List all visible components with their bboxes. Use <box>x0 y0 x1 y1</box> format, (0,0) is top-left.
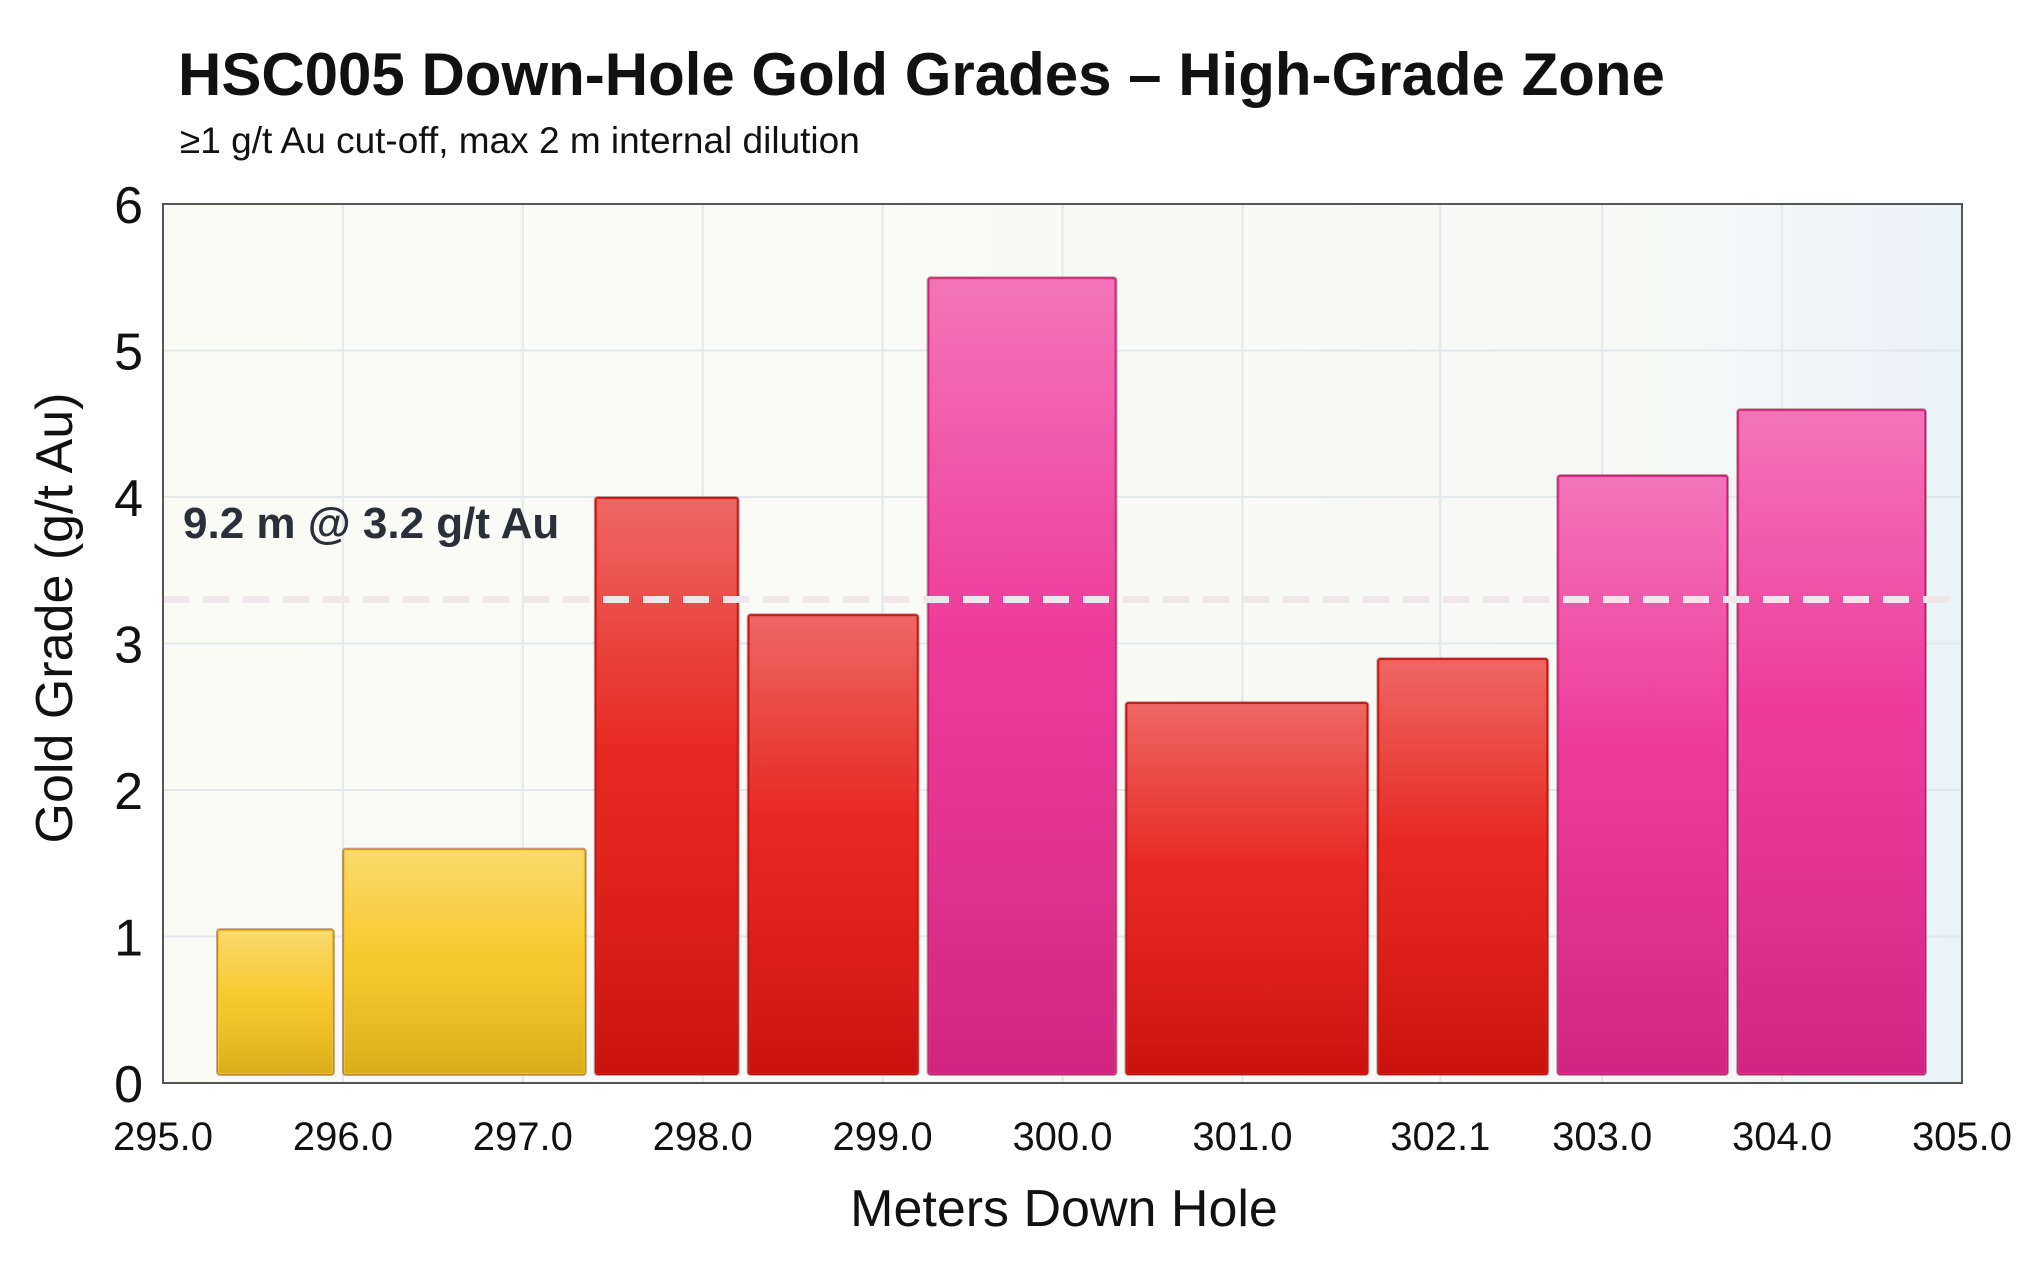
bar-group <box>1376 657 1550 1077</box>
bar-gloss <box>596 499 737 1073</box>
x-axis-ticks: 295.0 296.0 297.0 298.0 299.0 300.0 301.0 302.1… <box>113 1115 2012 1159</box>
x-tick-label: 299.0 <box>833 1115 933 1159</box>
x-tick-label: 303.0 <box>1552 1115 1652 1159</box>
bar-group <box>926 276 1118 1076</box>
reference-line-label: 9.2 m @ 3.2 g/t Au <box>183 499 559 548</box>
y-axis-ticks: 0 1 2 3 4 5 6 <box>114 177 143 1114</box>
y-tick-label: 1 <box>114 910 143 968</box>
bar-group <box>1736 408 1928 1077</box>
x-axis-label: Meters Down Hole <box>850 1180 1278 1238</box>
bar-group <box>593 496 740 1076</box>
y-tick-label: 2 <box>114 763 143 821</box>
bar-gloss <box>344 850 584 1073</box>
bar-gloss <box>749 616 917 1073</box>
y-tick-label: 6 <box>114 177 143 235</box>
x-tick-label: 302.1 <box>1390 1115 1490 1159</box>
x-tick-label: 296.0 <box>293 1115 393 1159</box>
bars <box>215 276 1928 1077</box>
y-tick-label: 5 <box>114 324 143 382</box>
chart-subtitle: ≥1 g/t Au cut-off, max 2 m internal dilu… <box>180 120 860 161</box>
bar-group <box>215 928 335 1076</box>
x-tick-label: 305.0 <box>1912 1115 2012 1159</box>
bar-gloss <box>1127 704 1367 1073</box>
x-tick-label: 300.0 <box>1012 1115 1112 1159</box>
bar-gloss <box>929 279 1115 1073</box>
chart-title: HSC005 Down-Hole Gold Grades – High-Grad… <box>178 41 1665 108</box>
bar-gloss <box>1379 660 1547 1073</box>
bar-group <box>341 847 587 1076</box>
x-tick-label: 295.0 <box>113 1115 213 1159</box>
bar-gloss <box>1739 411 1925 1074</box>
x-tick-label: 301.0 <box>1192 1115 1292 1159</box>
bar-gloss <box>218 931 332 1073</box>
y-axis-label: Gold Grade (g/t Au) <box>26 393 84 844</box>
bar-group <box>1124 701 1370 1076</box>
plot-frame <box>162 203 1963 1084</box>
y-tick-label: 0 <box>114 1056 143 1114</box>
bar-group <box>746 613 920 1076</box>
x-tick-label: 304.0 <box>1732 1115 1832 1159</box>
bar-group <box>1556 474 1730 1076</box>
x-tick-label: 297.0 <box>473 1115 573 1159</box>
bar-gloss <box>1559 477 1727 1073</box>
x-tick-label: 298.0 <box>653 1115 753 1159</box>
y-tick-label: 3 <box>114 617 143 675</box>
y-tick-label: 4 <box>114 470 143 528</box>
